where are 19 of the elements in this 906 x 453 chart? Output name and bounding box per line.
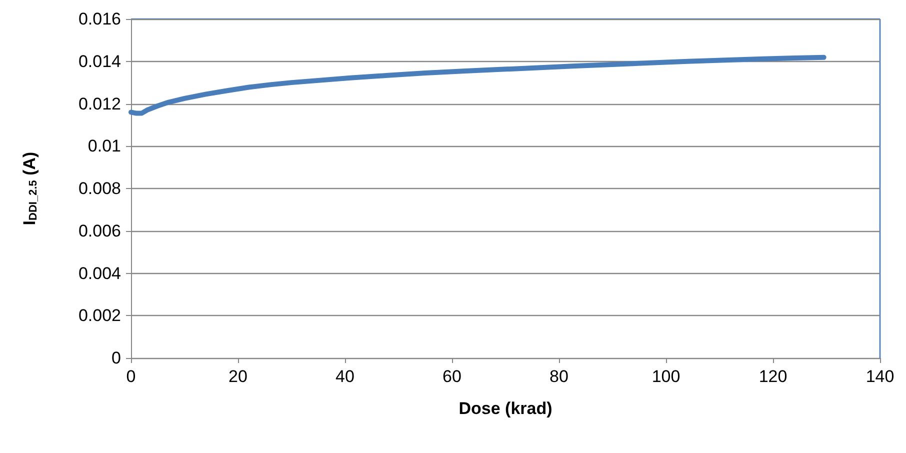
y-tick-label: 0.01 [88,136,121,156]
x-tick-label: 60 [442,367,462,386]
x-tick-label: 40 [336,367,354,386]
x-tick-label: 140 [866,367,894,386]
y-tick-label: 0.014 [78,52,121,71]
y-tick-label: 0.012 [78,94,121,114]
x-tick-label: 80 [550,367,568,386]
x-tick-label: 100 [652,367,680,386]
x-tick-label: 120 [758,367,788,386]
y-tick-label: 0.016 [78,10,121,28]
y-tick-label: 0.002 [78,306,121,326]
y-axis-title: IDDI_2.5 (A) [20,152,40,226]
x-tick-label: 20 [228,367,248,386]
y-tick-label: 0 [112,348,121,368]
y-tick-label: 0.004 [78,264,121,283]
y-tick-label: 0.006 [78,221,121,240]
y-tick-label: 0.008 [78,179,121,198]
x-axis-title: Dose (krad) [458,399,552,418]
x-tick-label: 0 [126,367,136,386]
